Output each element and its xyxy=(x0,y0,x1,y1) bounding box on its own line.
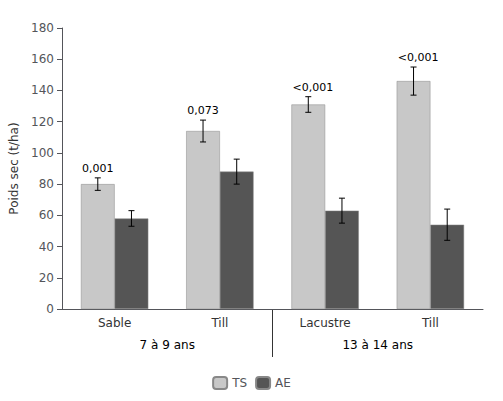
svg-text:TS: TS xyxy=(231,376,247,390)
svg-text:13 à 14 ans: 13 à 14 ans xyxy=(342,338,413,352)
svg-text:AE: AE xyxy=(275,376,291,390)
svg-text:Lacustre: Lacustre xyxy=(299,316,350,330)
svg-text:0: 0 xyxy=(46,302,54,316)
svg-text:<0,001: <0,001 xyxy=(292,81,333,94)
svg-text:120: 120 xyxy=(31,115,54,129)
svg-text:40: 40 xyxy=(39,240,54,254)
svg-text:0,073: 0,073 xyxy=(187,104,219,117)
svg-text:Poids sec (t/ha): Poids sec (t/ha) xyxy=(7,122,21,214)
svg-text:100: 100 xyxy=(31,146,54,160)
svg-text:20: 20 xyxy=(39,271,54,285)
svg-text:160: 160 xyxy=(31,52,54,66)
svg-text:<0,001: <0,001 xyxy=(398,51,439,64)
svg-text:7 à 9 ans: 7 à 9 ans xyxy=(140,338,195,352)
svg-text:Till: Till xyxy=(210,316,228,330)
svg-text:Sable: Sable xyxy=(98,316,131,330)
svg-text:60: 60 xyxy=(39,208,54,222)
svg-text:Till: Till xyxy=(421,316,439,330)
svg-text:80: 80 xyxy=(39,177,54,191)
svg-text:0,001: 0,001 xyxy=(82,162,114,175)
svg-text:180: 180 xyxy=(31,21,54,35)
svg-text:140: 140 xyxy=(31,83,54,97)
